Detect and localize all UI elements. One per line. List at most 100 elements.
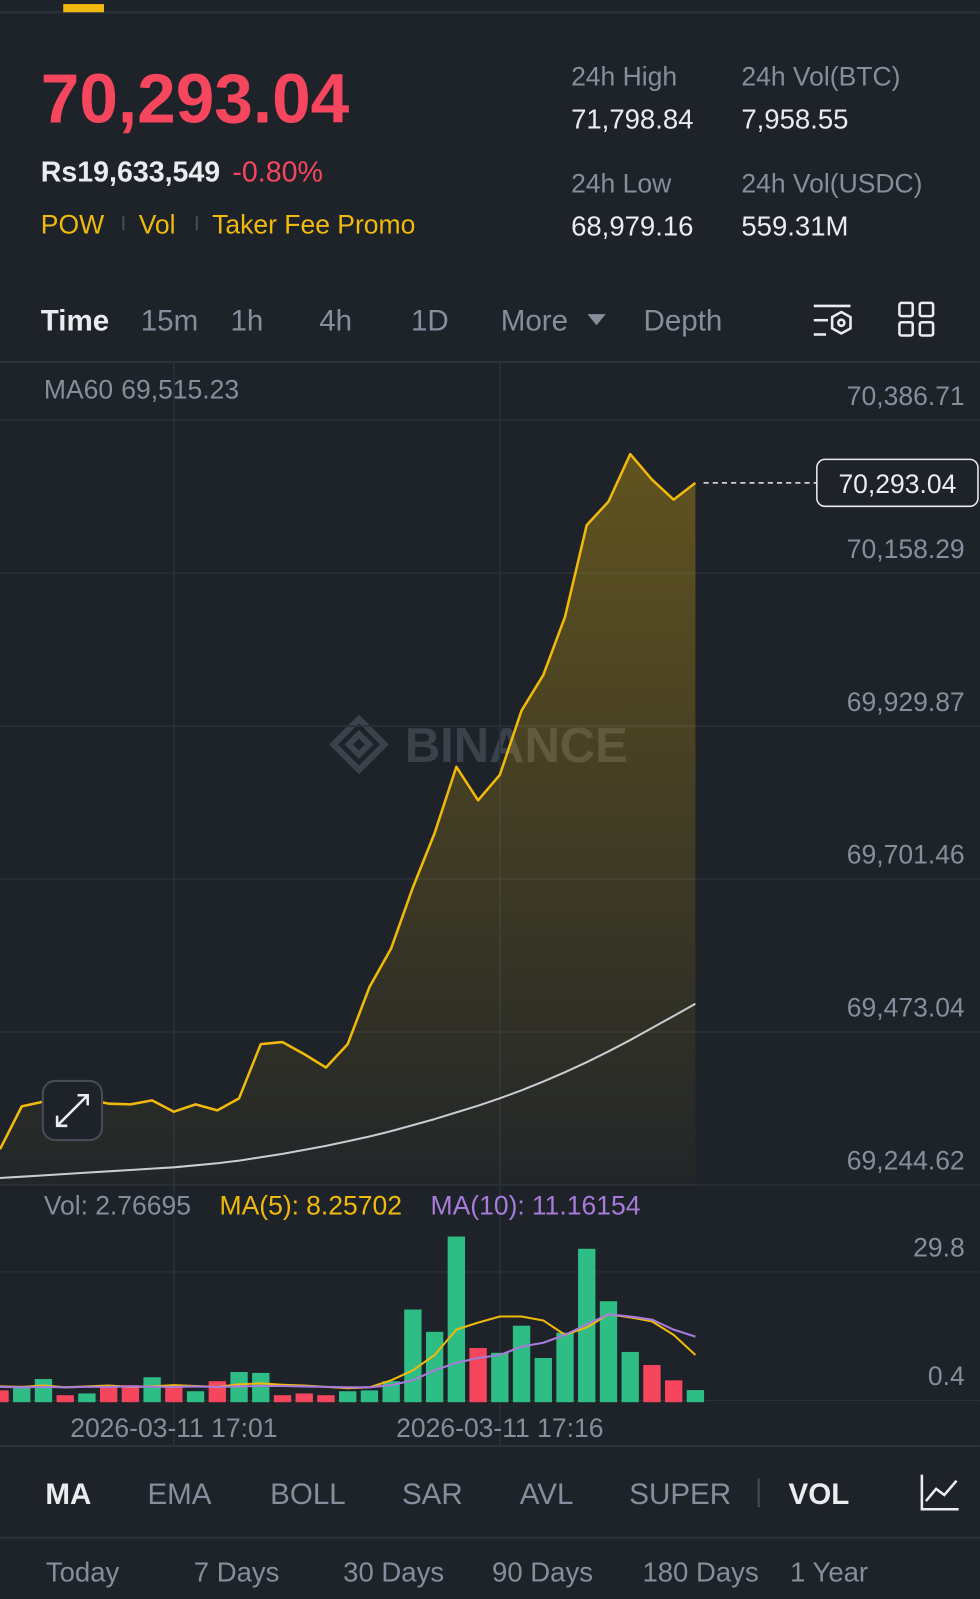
period-tab[interactable]: 30 Days (343, 1557, 444, 1588)
grid: 70,386.71 70,158.29 69,929.87 69,701.46 69,4… (0, 362, 980, 1447)
legend-value: 8.25702 (306, 1191, 402, 1221)
period-tab[interactable]: 1 Year (790, 1557, 868, 1588)
indicator-tab[interactable]: VOL (788, 1478, 849, 1511)
period-tab[interactable]: 180 Days (642, 1557, 758, 1588)
legend-name: MA(10): (431, 1191, 525, 1221)
layout-icon[interactable] (898, 301, 935, 337)
last-price-label: 70,293.04 (838, 469, 956, 499)
volume-bar (208, 1381, 226, 1403)
volume-legend: Vol: 2.76695 MA(5): 8.25702 MA(10): 11.16154 (44, 1191, 641, 1221)
y-tick-label: 69,929.87 (847, 687, 965, 717)
ma-legend-name: MA60 (44, 375, 113, 405)
legend-value: 11.16154 (532, 1191, 641, 1221)
legend-value: 2.76695 (95, 1191, 191, 1221)
tag[interactable]: Vol (139, 210, 176, 240)
volume-bar (34, 1379, 53, 1403)
tag[interactable]: POW (41, 210, 104, 240)
indicator-tab[interactable]: SUPER (629, 1478, 731, 1511)
volume-bar (56, 1395, 74, 1403)
volume-bar (534, 1358, 552, 1403)
volume-bar (599, 1301, 618, 1403)
volume-bar (295, 1393, 313, 1403)
indicator-tab[interactable]: AVL (520, 1478, 574, 1511)
volume-bar (643, 1365, 661, 1403)
price-line (0, 452, 697, 1150)
y-tick-label: 69,244.62 (847, 1146, 965, 1176)
area-fill (0, 454, 696, 1185)
legend-name: MA(5): (220, 1191, 300, 1221)
volume-bar (78, 1393, 96, 1403)
y-tick-label: 29.8 (913, 1233, 965, 1263)
stat-value: 7,958.55 (741, 103, 848, 134)
legend-name: Vol: (44, 1191, 88, 1221)
y-tick-label: 70,386.71 (847, 381, 965, 411)
indicator-tab[interactable]: MA (45, 1478, 91, 1511)
dropdown-arrow (587, 314, 606, 326)
volume-bar (469, 1347, 487, 1403)
last-price-box (816, 458, 979, 508)
interval-tab[interactable]: 1h (230, 304, 263, 337)
ma-legend-value: 69,515.23 (121, 375, 239, 405)
stat-label: 24h Low (571, 169, 672, 199)
volume-bar (491, 1352, 509, 1403)
indicator-tab[interactable]: SAR (402, 1478, 463, 1511)
volume-bar (556, 1332, 574, 1403)
tab-indicator (63, 4, 105, 13)
volume-bar (317, 1395, 335, 1403)
volume-bar (686, 1390, 705, 1403)
stat-label: 24h Vol(USDC) (741, 169, 922, 199)
period-tab[interactable]: 90 Days (492, 1557, 593, 1588)
y-tick-label: 69,701.46 (847, 840, 965, 870)
x-tick-label: 2026-03-11 17:16 (396, 1413, 603, 1443)
settings-icon[interactable] (813, 304, 852, 336)
last-price: 70,293.04 (41, 59, 350, 137)
volume-bar (252, 1372, 270, 1403)
ma-legend: MA60 69,515.23 (44, 375, 239, 405)
interval-tab[interactable]: 15m (141, 304, 199, 337)
stat-label: 24h Vol(BTC) (741, 62, 900, 92)
volume-bar (425, 1331, 444, 1403)
volume-bar (186, 1391, 205, 1403)
period-tab[interactable]: Today (46, 1557, 120, 1588)
period-bar: Today 7 Days 30 Days 90 Days 180 Days 1 Year (46, 1557, 868, 1588)
stat-value: 71,798.84 (571, 103, 693, 134)
volume-bar (665, 1380, 683, 1403)
volume-bar (143, 1377, 161, 1403)
volume-bar (447, 1236, 466, 1403)
interval-tab[interactable]: 1D (411, 304, 449, 337)
indicator-settings-icon[interactable] (920, 1474, 959, 1511)
interval-tab[interactable]: 4h (319, 304, 352, 337)
expand-button[interactable] (41, 1079, 103, 1142)
price-line: Rs19,633,549 -0.80% (41, 157, 323, 189)
volume-bar (621, 1351, 639, 1403)
volume-bar (273, 1395, 292, 1403)
interval-tab[interactable]: Time (41, 304, 109, 337)
tag[interactable]: Taker Fee Promo (212, 210, 415, 240)
y-tick-label: 0.4 (928, 1361, 965, 1391)
interval-tab[interactable]: More (501, 304, 568, 337)
volume-bar (13, 1387, 31, 1403)
ma-line (0, 1002, 696, 1180)
interval-tab[interactable]: Depth (643, 304, 722, 337)
period-tab[interactable]: 7 Days (194, 1557, 280, 1588)
volume-bar (512, 1325, 531, 1403)
volume-bar (339, 1391, 357, 1403)
local-price: Rs19,633,549 (41, 157, 220, 189)
stat-label: 24h High (571, 62, 677, 92)
indicator-tab[interactable]: EMA (147, 1478, 211, 1511)
volume-ma-line (0, 1313, 696, 1389)
watermark-logo (329, 714, 389, 775)
stat-value: 68,979.16 (571, 211, 693, 242)
volume-bar (0, 1390, 9, 1403)
volume-bar (99, 1385, 118, 1403)
x-tick-label: 2026-03-11 17:01 (70, 1413, 277, 1443)
plot: MA60 69,515.23 70,293.04 Vol: 2.76695 MA(5): 8… (0, 375, 979, 1403)
volume-bar (165, 1387, 183, 1403)
volume-bar (360, 1390, 379, 1403)
volume-bar (121, 1385, 140, 1403)
stat-value: 559.31M (741, 211, 848, 242)
indicator-tab[interactable]: BOLL (270, 1478, 346, 1511)
y-tick-label: 70,158.29 (847, 534, 965, 564)
